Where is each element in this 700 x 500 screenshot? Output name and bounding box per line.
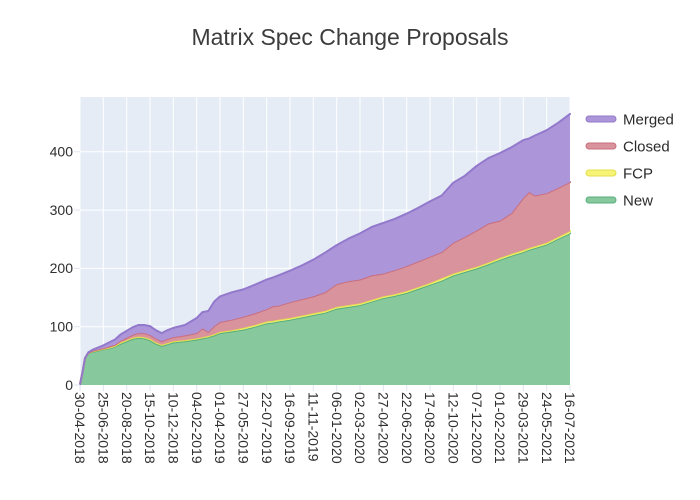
x-tick-label: 11-11-2019 <box>305 392 321 462</box>
x-tick-label: 17-08-2020 <box>422 392 438 464</box>
x-tick-label: 16-09-2019 <box>282 392 298 464</box>
x-tick-label: 22-06-2020 <box>399 392 415 464</box>
x-tick-label: 25-06-2018 <box>95 392 111 464</box>
x-tick-label: 04-02-2019 <box>189 392 205 464</box>
area-line-merged <box>79 112 571 386</box>
x-tick-label: 06-01-2020 <box>329 392 345 464</box>
legend-item-fcp[interactable]: FCP <box>585 165 653 182</box>
legend-label-new: New <box>623 192 653 209</box>
legend-label-merged: Merged <box>623 111 674 128</box>
legend-swatch-merged <box>585 115 617 123</box>
x-tick-label: 10-12-2018 <box>165 392 181 464</box>
x-tick-label: 12-10-2020 <box>445 392 461 464</box>
y-tick-label: 300 <box>50 202 74 218</box>
legend-item-closed[interactable]: Closed <box>585 138 670 155</box>
legend: Merged Closed FCP New <box>585 111 674 209</box>
x-tick-label: 01-04-2019 <box>212 392 228 464</box>
x-tick-label: 22-07-2019 <box>259 392 275 464</box>
legend-item-new[interactable]: New <box>585 192 653 209</box>
axis-tick-marks <box>74 151 571 391</box>
x-tick-label: 15-10-2018 <box>142 392 158 464</box>
y-tick-label: 100 <box>50 318 74 334</box>
x-tick-label: 16-07-2021 <box>562 392 578 464</box>
x-tick-label: 24-05-2021 <box>539 392 555 464</box>
x-tick-label: 20-08-2018 <box>119 392 135 464</box>
page-title: Matrix Spec Change Proposals <box>191 24 508 50</box>
legend-swatch-fcp <box>585 169 617 177</box>
x-axis-labels: 30-04-2018 25-06-2018 20-08-2018 15-10-2018… <box>72 392 578 464</box>
legend-label-closed: Closed <box>623 138 670 155</box>
legend-item-merged[interactable]: Merged <box>585 111 674 128</box>
x-tick-label: 27-05-2019 <box>235 392 251 464</box>
x-tick-label: 07-12-2020 <box>469 392 485 464</box>
legend-label-fcp: FCP <box>623 165 653 182</box>
x-tick-label: 30-04-2018 <box>72 392 88 464</box>
area-new <box>80 233 570 385</box>
x-tick-label: 01-02-2021 <box>492 392 508 464</box>
legend-swatch-closed <box>585 142 617 150</box>
y-tick-label: 400 <box>50 144 74 160</box>
y-axis-labels: 0 100 200 300 400 <box>50 144 74 393</box>
y-tick-label: 0 <box>65 377 73 393</box>
x-tick-label: 27-04-2020 <box>375 392 391 464</box>
y-tick-label: 200 <box>50 260 74 276</box>
area-merged <box>80 113 570 385</box>
stacked-areas <box>79 112 571 386</box>
area-closed <box>80 182 570 385</box>
x-tick-label: 29-03-2021 <box>515 392 531 464</box>
legend-swatch-new <box>585 196 617 204</box>
x-tick-label: 02-03-2020 <box>352 392 368 464</box>
